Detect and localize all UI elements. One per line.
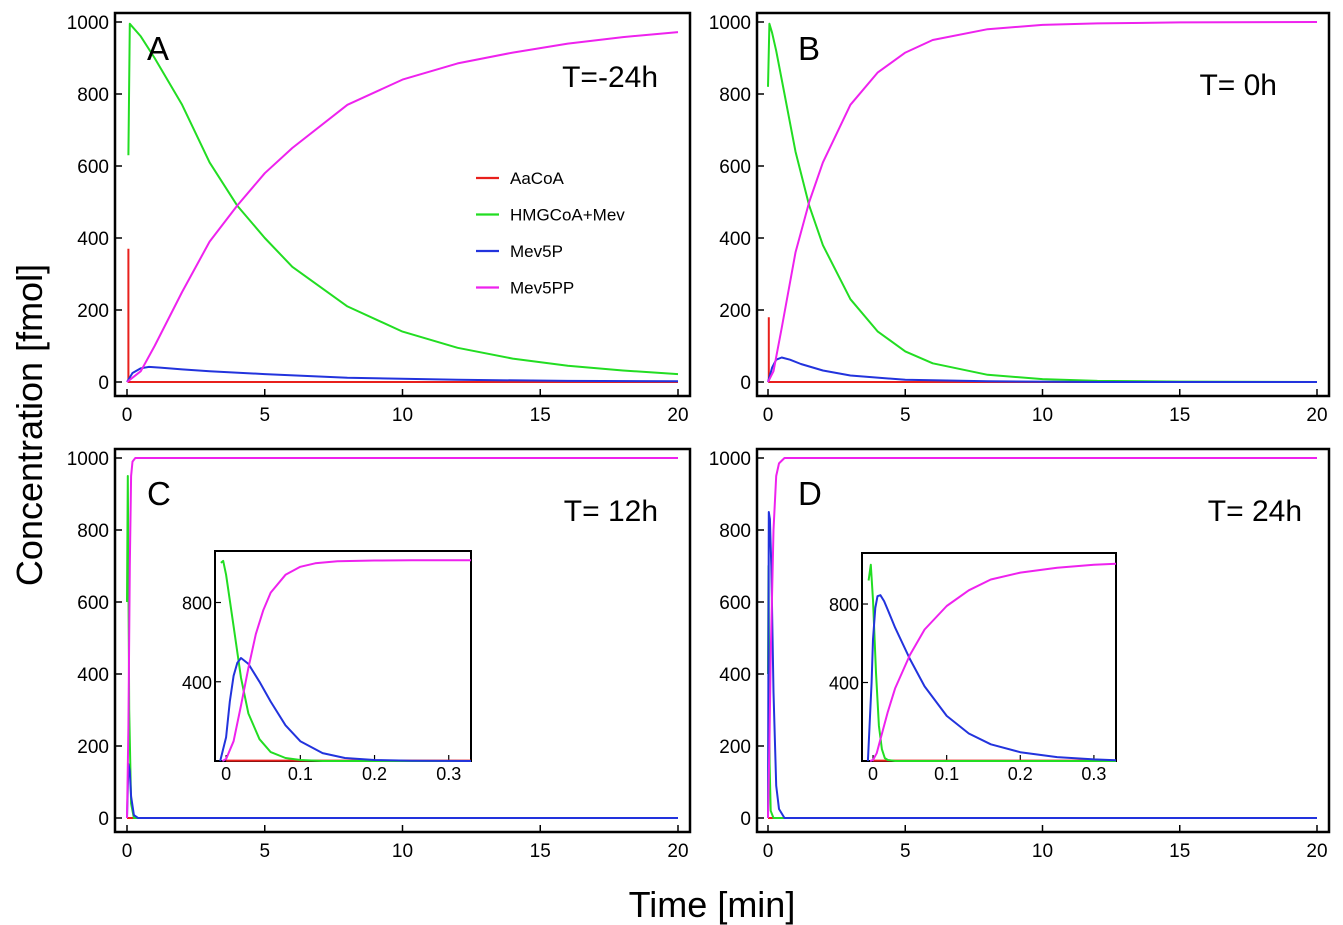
x-tick-label: 15 [1169, 405, 1190, 426]
x-tick-label: 20 [1306, 405, 1327, 426]
panel-c-series-mev5p [126, 763, 678, 819]
y-tick-label: 0 [740, 373, 751, 394]
y-tick-label: 600 [77, 157, 109, 178]
y-tick-label: 800 [719, 85, 751, 106]
inset-x-tick-label: 0 [868, 764, 878, 784]
x-tick-label: 10 [392, 405, 413, 426]
y-tick-label: 1000 [709, 13, 751, 34]
x-tick-label: 5 [900, 841, 911, 862]
x-tick-label: 5 [900, 405, 911, 426]
inset-x-tick-label: 0.3 [436, 764, 461, 784]
x-axis-title: Time [min] [629, 884, 796, 925]
y-tick-label: 200 [719, 737, 751, 758]
y-tick-label: 1000 [709, 449, 751, 470]
y-tick-label: 200 [719, 301, 751, 322]
x-tick-label: 0 [763, 405, 774, 426]
panel-c-annotation: T= 12h [564, 495, 658, 528]
legend-label-mev5p: Mev5P [510, 242, 563, 261]
panel-b-series-mev5pp [767, 21, 1318, 383]
inset-frame [214, 550, 472, 762]
y-tick-label: 800 [77, 85, 109, 106]
inset-x-tick-label: 0.2 [362, 764, 387, 784]
inset-y-tick-label: 800 [182, 594, 212, 614]
x-tick-label: 10 [1032, 841, 1053, 862]
inset-series-hmgcoa-mev [220, 559, 471, 762]
panel-a-annotation: T=-24h [562, 61, 658, 94]
x-tick-label: 20 [667, 841, 688, 862]
y-tick-label: 1000 [67, 449, 109, 470]
y-tick-label: 400 [719, 229, 751, 250]
inset-series-mev5pp [869, 562, 1117, 762]
x-tick-label: 20 [1306, 841, 1327, 862]
panel-d-annotation: T= 24h [1208, 495, 1302, 528]
panel-d-inset: 0 0.1 0.2 0.3 400 800 [829, 552, 1117, 784]
y-tick-label: 0 [740, 809, 751, 830]
y-tick-label: 600 [719, 593, 751, 614]
x-tick-label: 20 [667, 405, 688, 426]
y-tick-label: 400 [77, 665, 109, 686]
y-tick-label: 0 [98, 373, 109, 394]
x-tick-label: 10 [1032, 405, 1053, 426]
inset-frame [861, 552, 1117, 762]
y-tick-label: 400 [719, 665, 751, 686]
legend: AaCoA HMGCoA+Mev Mev5P Mev5PP [476, 169, 625, 298]
y-tick-label: 200 [77, 301, 109, 322]
y-tick-label: 200 [77, 737, 109, 758]
inset-series-mev5pp [221, 559, 471, 762]
panel-a-series-mev5pp [126, 31, 679, 383]
x-tick-label: 0 [122, 405, 133, 426]
panel-b-series-hmgcoa-mev [767, 22, 1318, 383]
panel-c-letter: C [147, 475, 171, 512]
panel-d-letter: D [798, 475, 822, 512]
panel-a-series-mev5p [126, 365, 679, 383]
inset-y-tick-label: 800 [829, 595, 859, 615]
panel-b-annotation: T= 0h [1199, 69, 1277, 102]
legend-label-mev5pp: Mev5PP [510, 279, 574, 298]
inset-y-tick-label: 400 [829, 674, 859, 694]
y-tick-label: 400 [77, 229, 109, 250]
inset-y-tick-label: 400 [182, 673, 212, 693]
inset-x-tick-label: 0.3 [1081, 764, 1106, 784]
y-tick-label: 600 [77, 593, 109, 614]
panel-b-series-aacoa [767, 317, 1317, 383]
panel-c-inset: 0 0.1 0.2 0.3 400 800 [182, 550, 472, 784]
legend-label-hmgcoa-mev: HMGCoA+Mev [510, 206, 625, 225]
panel-c-series-mev5pp [126, 457, 678, 819]
inset-series-mev5p [866, 594, 1117, 762]
x-tick-label: 5 [259, 405, 270, 426]
inset-x-tick-label: 0.2 [1008, 764, 1033, 784]
y-tick-label: 600 [719, 157, 751, 178]
x-tick-label: 0 [122, 841, 133, 862]
x-tick-label: 15 [1169, 841, 1190, 862]
inset-x-tick-label: 0.1 [934, 764, 959, 784]
panel-a-series-hmgcoa-mev [127, 22, 679, 376]
inset-x-tick-label: 0 [221, 764, 231, 784]
y-tick-label: 800 [77, 521, 109, 542]
x-tick-label: 0 [763, 841, 774, 862]
panel-a-letter: A [147, 30, 169, 67]
inset-series-mev5p [219, 657, 472, 762]
x-tick-label: 15 [530, 405, 551, 426]
y-tick-label: 1000 [67, 13, 109, 34]
x-tick-label: 5 [259, 841, 270, 862]
panel-a-series-aacoa [127, 248, 678, 383]
x-tick-label: 15 [530, 841, 551, 862]
y-tick-label: 0 [98, 809, 109, 830]
y-tick-label: 800 [719, 521, 751, 542]
inset-x-tick-label: 0.1 [288, 764, 313, 784]
panel-d-series-mev5p [767, 511, 1317, 819]
panel-d-series-mev5pp [767, 457, 1317, 819]
y-axis-title: Concentration [fmol] [9, 264, 50, 586]
legend-label-aacoa: AaCoA [510, 169, 565, 188]
panel-b-letter: B [798, 30, 820, 67]
x-tick-label: 10 [392, 841, 413, 862]
